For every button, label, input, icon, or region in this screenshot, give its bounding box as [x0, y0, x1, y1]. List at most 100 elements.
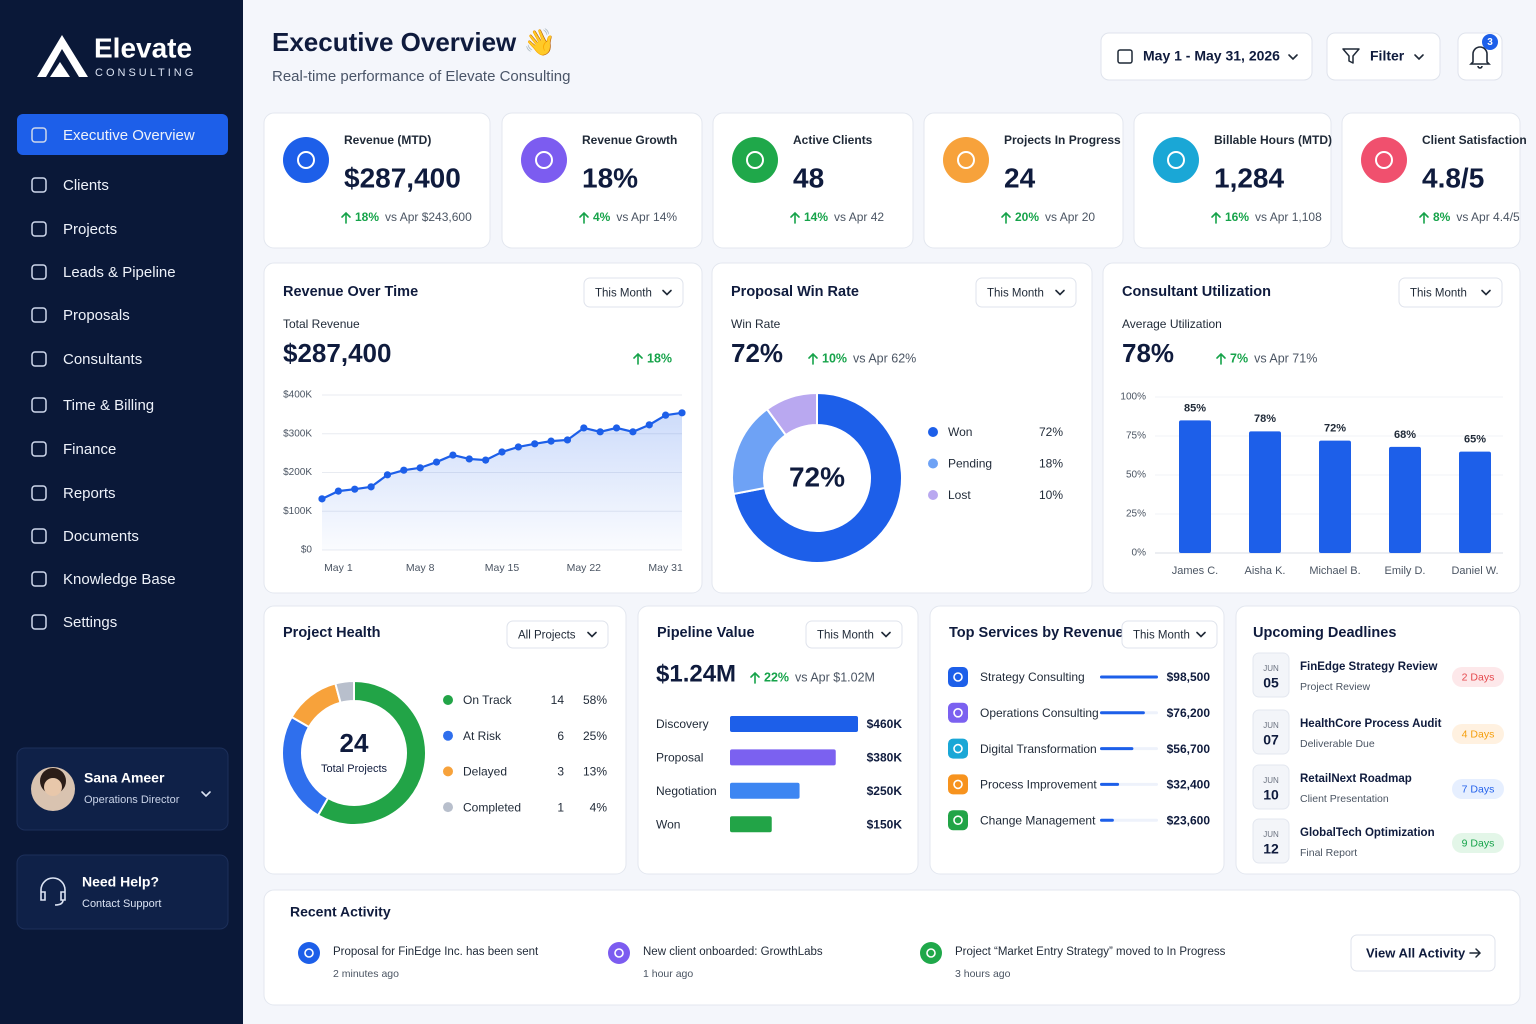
bar — [1179, 420, 1211, 553]
point — [563, 436, 572, 444]
donut-segment — [334, 679, 355, 704]
activity-time: 2 minutes ago — [333, 968, 399, 980]
nav-item[interactable]: Clients — [63, 177, 109, 194]
dropdown[interactable] — [1121, 620, 1218, 649]
bar — [1249, 431, 1281, 553]
date-button[interactable] — [1100, 32, 1313, 81]
kpi-icon — [943, 137, 989, 183]
point — [498, 448, 506, 456]
kpi-value: 4.8/5 — [1422, 162, 1484, 193]
card-title: Project Health — [283, 625, 381, 641]
point — [482, 456, 490, 464]
bar-label: Discovery — [656, 717, 709, 731]
help-link[interactable]: Contact Support — [82, 898, 162, 910]
dropdown[interactable] — [583, 277, 684, 308]
nav-item[interactable]: Documents — [63, 528, 139, 545]
nav-item[interactable]: Finance — [63, 441, 116, 458]
nav-item[interactable]: Executive Overview — [63, 127, 195, 144]
dropdown[interactable] — [1398, 277, 1503, 308]
donut-segment — [732, 391, 903, 564]
point — [351, 485, 359, 493]
bar — [1100, 747, 1134, 751]
dropdown-label[interactable]: This Month — [1410, 288, 1467, 300]
deadline-month: JUN — [1263, 721, 1279, 730]
compare: vs Apr $1.02M — [795, 670, 875, 684]
bar — [1100, 818, 1114, 822]
avatar-face — [44, 778, 62, 796]
service-icon-glyph — [953, 779, 963, 790]
bell-icon — [1469, 46, 1491, 69]
help-card[interactable] — [16, 854, 229, 930]
data-label: $98,500 — [1167, 670, 1211, 684]
nav-item[interactable]: Knowledge Base — [63, 571, 176, 588]
x-tick-label: May 15 — [485, 562, 520, 574]
data-label: $56,700 — [1167, 742, 1211, 756]
deadline-month: JUN — [1263, 664, 1279, 673]
date-range[interactable]: May 1 - May 31, 2026 — [1143, 48, 1280, 64]
point — [547, 437, 555, 445]
nav-item[interactable]: Projects — [63, 221, 117, 238]
filter-button[interactable] — [1326, 32, 1441, 81]
kpi-icon-glyph — [1167, 151, 1185, 169]
legend-label: At Risk — [463, 729, 502, 743]
metric-value: $287,400 — [283, 338, 391, 368]
dropdown-label[interactable]: This Month — [1133, 630, 1190, 642]
kpi-label: Active Clients — [793, 133, 873, 147]
up-arrow — [808, 352, 818, 365]
point — [580, 424, 588, 432]
donut-center: Total Projects — [321, 763, 388, 775]
deadline-day: 10 — [1263, 787, 1279, 803]
bar — [730, 749, 836, 766]
dropdown[interactable] — [805, 620, 903, 649]
kpi-icon-glyph — [297, 151, 315, 169]
dropdown-label[interactable]: This Month — [987, 288, 1044, 300]
nav-item[interactable]: Proposals — [63, 307, 130, 324]
view-all-button[interactable] — [1350, 934, 1496, 972]
y-tick-label: 50% — [1126, 470, 1146, 481]
brand: Elevate — [94, 32, 192, 63]
card — [929, 605, 1225, 875]
card — [1102, 262, 1521, 594]
metric-label: Win Rate — [731, 317, 781, 331]
nav-icon — [31, 264, 47, 280]
user-card[interactable] — [16, 747, 229, 831]
data-label: $23,600 — [1167, 813, 1211, 827]
dropdown[interactable] — [975, 277, 1077, 308]
x-tick-label: James C. — [1172, 565, 1218, 577]
deadline-subtitle: Client Presentation — [1300, 793, 1389, 805]
service-icon — [948, 667, 968, 687]
deadline-title: HealthCore Process Audit — [1300, 718, 1442, 730]
view-all-label[interactable]: View All Activity — [1366, 945, 1466, 960]
legend-count: 3 — [557, 765, 564, 779]
nav-item[interactable]: Leads & Pipeline — [63, 264, 176, 281]
y-tick-label: 0% — [1132, 548, 1147, 559]
bar — [730, 782, 800, 799]
filter-label[interactable]: Filter — [1370, 48, 1405, 64]
activity-icon — [920, 942, 942, 964]
nav-icon — [31, 441, 47, 457]
up-arrow — [1211, 211, 1221, 224]
change: 18% — [647, 351, 672, 365]
nav-icon — [31, 351, 47, 367]
dropdown[interactable] — [506, 620, 609, 649]
legend-dot — [443, 695, 453, 705]
card-title: Top Services by Revenue — [949, 625, 1124, 641]
nav-item[interactable]: Settings — [63, 614, 117, 631]
kpi-icon — [283, 137, 329, 183]
chevron — [881, 631, 891, 638]
nav-item[interactable]: Time & Billing — [63, 397, 154, 414]
point — [531, 440, 539, 448]
compare: vs Apr 71% — [1254, 351, 1317, 365]
deadline-badge — [1452, 833, 1504, 853]
nav-item[interactable]: Reports — [63, 485, 116, 502]
x-tick-label: Aisha K. — [1245, 565, 1286, 577]
nav-item[interactable]: Consultants — [63, 351, 142, 368]
legend-label: Pending — [948, 457, 992, 471]
dropdown-label[interactable]: All Projects — [518, 630, 576, 642]
dropdown-label[interactable]: This Month — [817, 630, 874, 642]
kpi-icon — [521, 137, 567, 183]
activity-text: Proposal for FinEdge Inc. has been sent — [333, 946, 539, 958]
bar — [1100, 711, 1145, 715]
change: 10% — [822, 351, 847, 365]
dropdown-label[interactable]: This Month — [595, 288, 652, 300]
